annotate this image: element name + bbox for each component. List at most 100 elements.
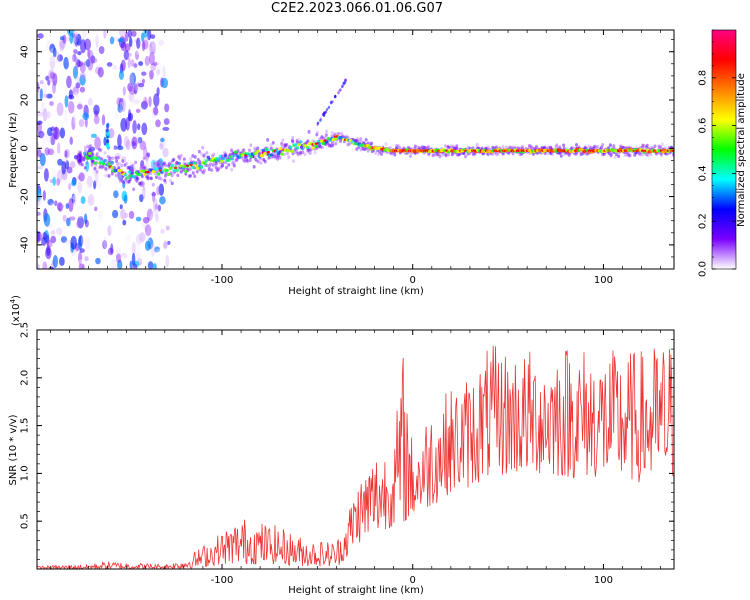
spectrogram-cell xyxy=(210,154,214,158)
spectrogram-cell xyxy=(134,137,142,145)
spectrogram-cell xyxy=(325,107,329,111)
spectrogram-cell xyxy=(68,94,75,100)
spectrogram-cell xyxy=(274,155,278,160)
spectrogram-cell xyxy=(150,165,154,169)
spectrogram-cell xyxy=(155,160,159,165)
spectrogram-cell xyxy=(149,41,156,55)
spectrogram-cell xyxy=(73,114,77,125)
spectrogram-cell xyxy=(43,83,47,95)
spectrogram-cell xyxy=(447,145,451,150)
spectrogram-cell xyxy=(438,154,442,159)
spectrogram-cell xyxy=(160,137,165,143)
spectrogram-cell xyxy=(120,59,126,72)
spectrogram-cell xyxy=(204,159,209,163)
spectrogram-cell xyxy=(221,156,226,161)
spectrogram-cell xyxy=(150,159,157,168)
spectrogram-cell xyxy=(124,31,129,42)
spectrogram-cell xyxy=(119,160,124,169)
spectrogram-cell xyxy=(107,225,112,236)
spectrogram-cell xyxy=(653,144,657,149)
spectrogram-cell xyxy=(202,168,206,173)
spectrogram-cell xyxy=(64,109,68,124)
colorbar-gradient xyxy=(712,30,736,269)
spectrogram-cell xyxy=(232,163,236,168)
x-tick-label: 0 xyxy=(410,275,416,286)
spectrogram-cell xyxy=(66,166,73,174)
spectrogram-cell xyxy=(113,36,119,42)
spectrogram-cell xyxy=(128,37,133,47)
spectrogram-cell xyxy=(291,159,295,163)
spectrogram-cell xyxy=(99,157,103,161)
spectrogram-cell xyxy=(157,158,164,170)
spectrogram-cell xyxy=(612,144,616,148)
spectrogram-cell xyxy=(78,251,83,265)
spectrogram-cell xyxy=(487,145,491,149)
spectrogram-cell xyxy=(408,154,412,159)
spectrogram-cell xyxy=(83,145,87,150)
spectrogram-cell xyxy=(60,236,68,243)
spectrogram-cell xyxy=(106,162,111,166)
spectrogram-cell xyxy=(222,150,226,155)
spectrogram-cell xyxy=(95,257,101,265)
spectrogram-cell xyxy=(261,148,265,152)
spectrogram-cell xyxy=(79,62,86,74)
spectrogram-cell xyxy=(413,144,417,149)
spectrogram-cell xyxy=(155,164,159,168)
spectrogram-cell xyxy=(68,216,76,221)
spectrogram-cell xyxy=(535,146,539,150)
spectrogram-cell xyxy=(671,153,674,157)
spectrogram-cell xyxy=(62,37,68,49)
spectrogram-cell xyxy=(613,155,617,159)
spectrogram-cell xyxy=(129,72,136,86)
spectrogram-cell xyxy=(156,248,163,253)
spectrogram-cell xyxy=(123,163,127,167)
spectrogram-cell xyxy=(207,167,211,171)
spectrogram-cell xyxy=(143,146,148,160)
spectrogram-cell xyxy=(201,145,205,150)
spectrogram-cell xyxy=(159,196,166,205)
spectrogram-cell xyxy=(57,204,63,212)
spectrogram-cell xyxy=(91,155,96,160)
spectrogram-cell xyxy=(64,150,68,158)
spectrogram-cell xyxy=(345,134,349,139)
spectrogram-cell xyxy=(231,161,235,165)
spectrogram-cell xyxy=(81,234,87,247)
spectrogram-cell xyxy=(361,147,365,151)
spectrogram-cell xyxy=(43,168,49,182)
spectrogram-cell xyxy=(259,154,264,158)
spectrogram-cell xyxy=(254,157,258,162)
spectrogram-cell xyxy=(137,173,142,177)
spectrogram-cell xyxy=(107,174,111,178)
spectrogram-cell xyxy=(94,206,98,212)
spectrogram-cell xyxy=(397,144,401,149)
spectrogram-cell xyxy=(91,152,95,157)
spectrogram-cell xyxy=(595,145,599,150)
spectrogram-cell xyxy=(96,157,101,161)
spectrogram-cell xyxy=(263,159,267,164)
spectrogram-cell xyxy=(156,172,161,176)
spectrogram-cell xyxy=(119,49,124,55)
spectrogram-cell xyxy=(157,176,161,180)
spectrogram-cell xyxy=(534,144,538,149)
spectrogram-cell xyxy=(37,82,40,93)
spectrogram-cell xyxy=(39,152,46,167)
spectrogram-cell xyxy=(154,213,159,222)
spectrogram-cell xyxy=(285,145,289,149)
spectrogram-cell xyxy=(87,49,91,58)
spectrogram-cell xyxy=(450,152,454,157)
spectrogram-cell xyxy=(653,144,657,149)
spectrogram-cell xyxy=(177,154,181,159)
spectrogram-cell xyxy=(66,75,72,89)
spectrogram-cell xyxy=(216,158,221,162)
spectrogram-cell xyxy=(160,228,165,234)
spectrogram-cell xyxy=(100,165,104,170)
spectrogram-cell xyxy=(80,169,87,177)
spectrogram-cell xyxy=(144,224,152,237)
spectrogram-cell xyxy=(37,141,40,148)
spectrogram-cell xyxy=(158,175,162,180)
spectrogram-cell xyxy=(112,64,117,71)
spectrogram-cell xyxy=(202,154,206,158)
spectrogram-cell xyxy=(106,62,113,67)
spectrogram-cell xyxy=(150,158,157,167)
spectrogram-cell xyxy=(164,180,168,185)
